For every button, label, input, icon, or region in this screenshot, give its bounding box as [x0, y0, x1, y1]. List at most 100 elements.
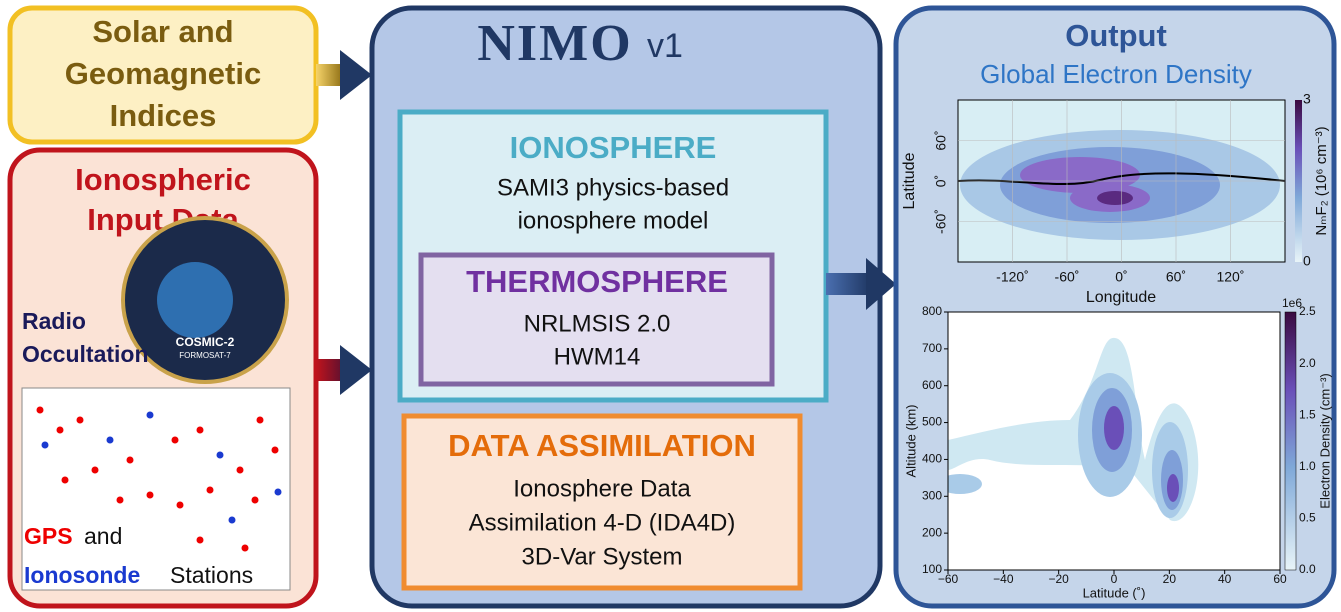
station-dot	[196, 536, 204, 544]
map-colorbar-tick-label: 0	[1303, 253, 1311, 269]
badge-text: FORMOSAT-7	[179, 351, 231, 360]
station-dot	[146, 411, 154, 419]
map-x-tick-label: 60˚	[1166, 269, 1186, 285]
profile-colorbar-label: Electron Density (cm⁻³)	[1317, 373, 1332, 508]
station-dot	[216, 451, 224, 459]
thermosphere-box	[418, 252, 775, 387]
thermosphere-title: THERMOSPHERE	[466, 264, 728, 299]
profile-x-tick-label: 20	[1163, 572, 1177, 586]
badge-globe	[157, 262, 233, 338]
profile-x-tick-label: 40	[1218, 572, 1232, 586]
profile-colorbar-offset: 1e6	[1282, 296, 1302, 310]
assimilation-text: 3D-Var System	[522, 543, 683, 570]
output-subtitle: Global Electron Density	[980, 59, 1252, 89]
station-dot	[274, 488, 282, 496]
profile-colorbar-tick-label: 2.5	[1299, 304, 1316, 318]
map-x-tick-label: -120˚	[996, 269, 1029, 285]
solar-text: Indices	[110, 98, 217, 133]
station-dot	[126, 456, 134, 464]
profile-x-tick-label: 60	[1273, 572, 1287, 586]
profile-ylabel: Altitude (km)	[903, 405, 918, 478]
assimilation-title: DATA ASSIMILATION	[448, 428, 756, 463]
station-dot	[206, 486, 214, 494]
station-dot	[256, 416, 264, 424]
station-dot	[171, 436, 179, 444]
map-xlabel: Longitude	[1086, 289, 1156, 306]
profile-y-tick-label: 400	[922, 452, 942, 466]
map-ylabel: Latitude	[901, 152, 918, 209]
profile-y-tick-label: 700	[922, 341, 942, 355]
station-dot	[41, 441, 49, 449]
radio-occultation: Occultation	[22, 341, 149, 367]
profile-x-tick-label: 0	[1111, 572, 1118, 586]
ionosphere-text: SAMI3 physics-based	[497, 174, 729, 201]
map-contours	[958, 130, 1285, 240]
station-dots	[36, 406, 282, 552]
profile-colorbar-tick-label: 0.5	[1299, 511, 1316, 525]
profile-y-tick-label: 100	[922, 562, 942, 576]
map-x-tick-label: -60˚	[1055, 269, 1080, 285]
station-dot	[56, 426, 64, 434]
profile-y-tick-label: 800	[922, 304, 942, 318]
map-y-tick-label: -60˚	[933, 209, 949, 234]
arrow	[340, 345, 372, 395]
solar-text: Solar and	[92, 14, 233, 49]
badge-text: COSMIC-2	[176, 335, 235, 349]
station-dot	[116, 496, 124, 504]
station-dot	[271, 446, 279, 454]
arrow	[316, 64, 344, 86]
ionosphere-text: ionosphere model	[518, 207, 709, 234]
arrow	[340, 50, 372, 100]
ionosphere-title: IONOSPHERE	[510, 130, 717, 165]
output-title: Output	[1065, 18, 1167, 53]
station-dot	[251, 496, 259, 504]
map-x-tick-label: 120˚	[1216, 269, 1244, 285]
profile-colorbar	[1284, 311, 1297, 571]
station-dot	[196, 426, 204, 434]
station-dot	[228, 516, 236, 524]
station-map	[21, 387, 291, 591]
assimilation-text: Ionosphere Data	[513, 475, 691, 502]
profile-x-tick-label: −40	[993, 572, 1014, 586]
map-y-tick-label: 60˚	[933, 130, 949, 150]
radio-occultation: Radio	[22, 308, 86, 334]
thermosphere-text: NRLMSIS 2.0	[524, 310, 671, 337]
profile-x-tick-label: −20	[1048, 572, 1069, 586]
map-colorbar-label: NₘF₂ (10⁶ cm⁻³)	[1313, 126, 1330, 235]
profile-y-tick-label: 300	[922, 488, 942, 502]
nimo-title: NIMO	[477, 15, 632, 72]
station-dot	[146, 491, 154, 499]
arrow	[866, 258, 896, 310]
map-colorbar	[1295, 100, 1302, 262]
station-dot	[176, 501, 184, 509]
station-dot	[91, 466, 99, 474]
assimilation-text: Assimilation 4-D (IDA4D)	[469, 509, 736, 536]
map-y-tick-label: 0˚	[933, 175, 949, 187]
profile-y-tick-label: 200	[922, 525, 942, 539]
profile-contours	[948, 337, 1199, 522]
profile-x-tick-label: −60	[938, 572, 959, 586]
profile-colorbar-tick-label: 1.0	[1299, 459, 1316, 473]
and-label: and	[84, 523, 122, 549]
station-dot	[76, 416, 84, 424]
nimo-version: v1	[647, 27, 683, 65]
thermosphere-text: HWM14	[554, 343, 641, 370]
map-colorbar-tick-label: 3	[1303, 91, 1311, 107]
map-x-tick-label: 0˚	[1115, 269, 1127, 285]
profile-colorbar-tick-label: 1.5	[1299, 407, 1316, 421]
stations-label: Stations	[170, 562, 253, 588]
assimilation-box	[401, 413, 803, 591]
station-dot	[241, 544, 249, 552]
arrow	[826, 273, 870, 295]
profile-colorbar-tick-label: 2.0	[1299, 356, 1316, 370]
profile-xlabel: Latitude (˚)	[1083, 585, 1146, 600]
input-title: Ionospheric	[75, 162, 251, 197]
ionosonde-label: Ionosonde	[24, 562, 140, 588]
gps-label: GPS	[24, 523, 73, 549]
station-dot	[61, 476, 69, 484]
arrow	[316, 359, 344, 381]
station-dot	[236, 466, 244, 474]
solar-text: Geomagnetic	[65, 56, 261, 91]
